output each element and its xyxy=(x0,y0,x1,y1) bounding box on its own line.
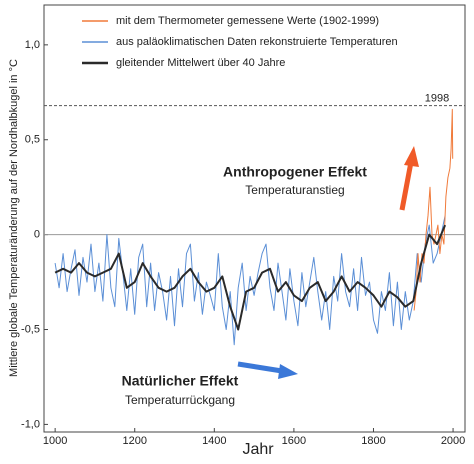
x-tick-label: 1000 xyxy=(43,435,67,447)
arrow-up xyxy=(399,146,419,211)
y-tick-label: -0,5 xyxy=(21,323,40,335)
annotation: Anthropogener Effekt xyxy=(223,164,367,180)
legend-label: gleitender Mittelwert über 40 Jahre xyxy=(116,57,285,69)
annotation: Temperaturanstieg xyxy=(245,183,344,197)
series-line xyxy=(413,108,454,311)
y-axis-label: Mittlere globale Temperaturänderung auf … xyxy=(8,59,20,377)
series-line xyxy=(54,224,447,331)
x-tick-label: 1600 xyxy=(282,435,306,447)
y-tick-label: 1,0 xyxy=(25,39,40,51)
x-tick-label: 1800 xyxy=(361,435,385,447)
x-tick-label: 2000 xyxy=(441,435,465,447)
legend-label: aus paläoklimatischen Daten rekonstruier… xyxy=(116,36,398,48)
x-axis-label: Jahr xyxy=(242,441,274,458)
arrow-right xyxy=(237,361,298,379)
legend-label: mit dem Thermometer gemessene Werte (190… xyxy=(116,15,379,27)
y-tick-label: -1,0 xyxy=(21,418,40,430)
y-tick-label: 0 xyxy=(34,229,40,241)
x-tick-label: 1200 xyxy=(122,435,146,447)
plot-frame xyxy=(43,4,466,433)
annotation: Natürlicher Effekt xyxy=(122,373,239,389)
reference-label: 1998 xyxy=(425,92,449,104)
x-tick-label: 1400 xyxy=(202,435,226,447)
annotation: Temperaturrückgang xyxy=(125,393,235,407)
y-tick-label: 0,5 xyxy=(25,134,40,146)
